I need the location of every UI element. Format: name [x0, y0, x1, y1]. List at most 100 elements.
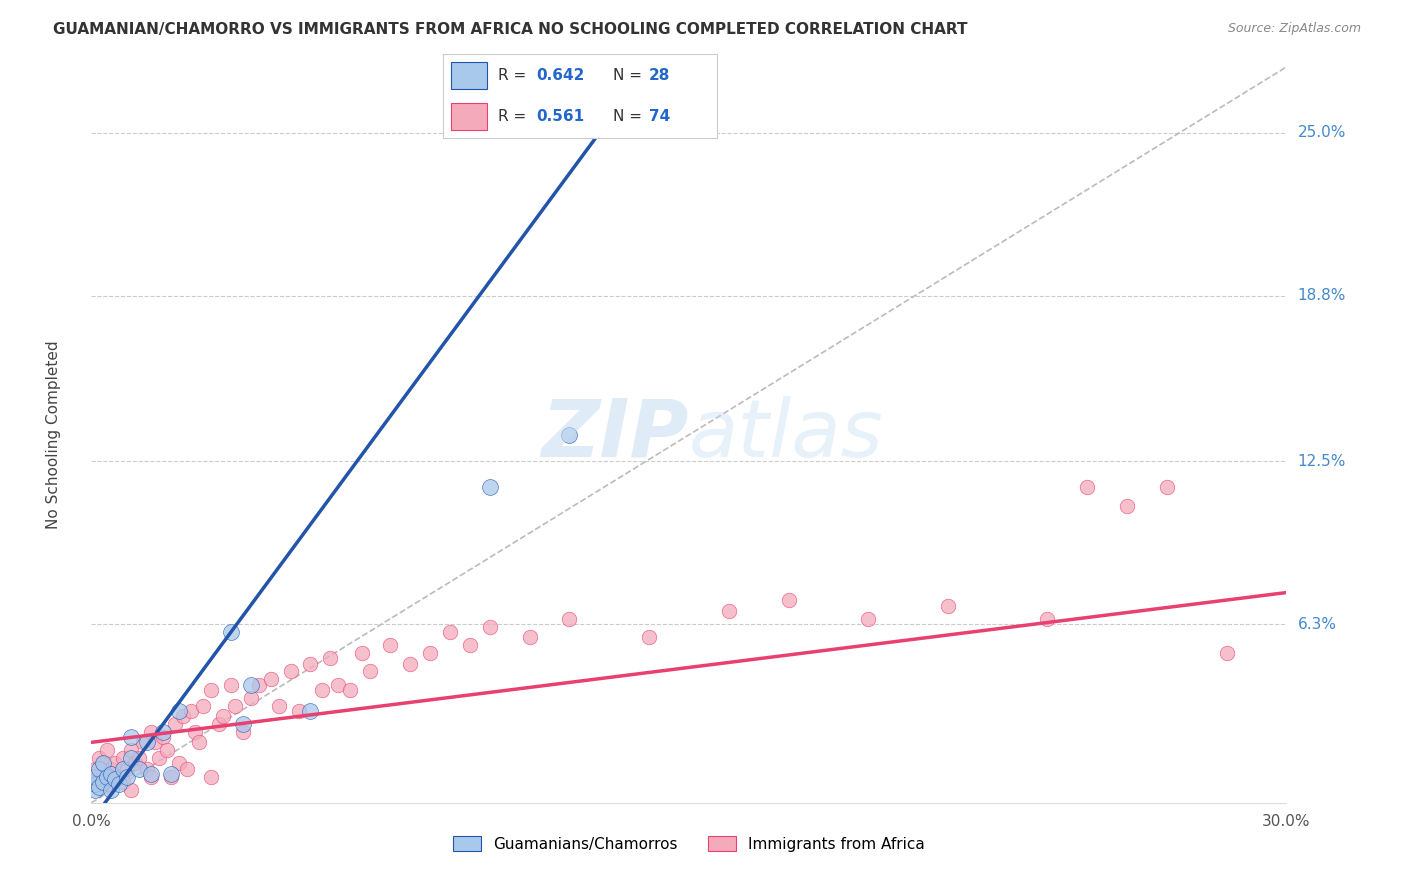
Point	[93, 770, 115, 784]
Point	[311, 682, 333, 697]
Point	[93, 756, 115, 771]
Point	[352, 646, 374, 660]
Point	[359, 665, 381, 679]
Text: R =: R =	[498, 109, 531, 124]
Text: 18.8%: 18.8%	[1298, 288, 1346, 303]
Point	[778, 593, 800, 607]
Point	[89, 780, 111, 794]
Point	[200, 770, 222, 784]
Point	[1215, 646, 1237, 660]
Point	[120, 743, 142, 757]
Point	[89, 751, 111, 765]
Text: 28: 28	[648, 68, 669, 83]
Text: N =: N =	[613, 68, 647, 83]
Point	[176, 762, 198, 776]
Point	[128, 762, 150, 776]
Point	[458, 638, 481, 652]
Point	[299, 657, 322, 671]
Point	[399, 657, 422, 671]
Point	[267, 698, 290, 713]
Point	[378, 638, 402, 652]
Text: 25.0%: 25.0%	[1298, 125, 1346, 140]
Point	[84, 777, 107, 791]
Bar	[451, 103, 486, 130]
Point	[112, 774, 135, 789]
Point	[1076, 480, 1098, 494]
Text: N =: N =	[613, 109, 647, 124]
Point	[89, 774, 111, 789]
Point	[519, 630, 541, 644]
Text: No Schooling Completed: No Schooling Completed	[45, 341, 60, 529]
Point	[124, 756, 146, 771]
Point	[717, 604, 740, 618]
Point	[115, 770, 138, 784]
Point	[160, 770, 183, 784]
Point	[89, 762, 111, 776]
Text: 12.5%: 12.5%	[1298, 454, 1346, 468]
Point	[172, 709, 194, 723]
Point	[108, 770, 131, 784]
Point	[84, 782, 107, 797]
Point	[287, 704, 309, 718]
Point	[84, 777, 107, 791]
Point	[259, 673, 281, 687]
Point	[200, 682, 222, 697]
Bar	[451, 62, 486, 89]
Point	[132, 735, 155, 749]
Point	[163, 717, 186, 731]
Point	[100, 767, 122, 781]
Text: atlas: atlas	[689, 396, 884, 474]
Point	[136, 735, 159, 749]
Point	[232, 724, 254, 739]
Point	[419, 646, 441, 660]
Point	[339, 682, 361, 697]
Point	[100, 782, 122, 797]
Legend: Guamanians/Chamorros, Immigrants from Africa: Guamanians/Chamorros, Immigrants from Af…	[447, 830, 931, 858]
Point	[112, 751, 135, 765]
Point	[191, 698, 214, 713]
Point	[100, 772, 122, 786]
Point	[136, 762, 159, 776]
Point	[232, 717, 254, 731]
Point	[219, 624, 242, 639]
Point	[96, 777, 118, 791]
Point	[96, 743, 118, 757]
Point	[211, 709, 233, 723]
Point	[152, 730, 174, 744]
Point	[100, 762, 122, 776]
Point	[856, 612, 880, 626]
Text: ZIP: ZIP	[541, 396, 689, 474]
Point	[84, 762, 107, 776]
Text: GUAMANIAN/CHAMORRO VS IMMIGRANTS FROM AFRICA NO SCHOOLING COMPLETED CORRELATION : GUAMANIAN/CHAMORRO VS IMMIGRANTS FROM AF…	[53, 22, 967, 37]
Point	[152, 724, 174, 739]
Point	[148, 751, 170, 765]
Point	[558, 612, 581, 626]
Point	[112, 762, 135, 776]
Point	[115, 762, 138, 776]
Point	[299, 704, 322, 718]
Point	[167, 704, 190, 718]
Text: 6.3%: 6.3%	[1298, 616, 1337, 632]
Point	[558, 427, 581, 442]
Point	[219, 677, 242, 691]
Point	[128, 751, 150, 765]
Point	[224, 698, 246, 713]
Point	[478, 480, 501, 494]
Point	[104, 772, 127, 786]
Point	[208, 717, 231, 731]
Point	[184, 724, 207, 739]
Point	[167, 756, 190, 771]
Point	[120, 782, 142, 797]
Point	[141, 767, 162, 781]
Point	[120, 751, 142, 765]
Point	[120, 730, 142, 744]
Point	[141, 770, 162, 784]
Point	[239, 677, 262, 691]
Point	[141, 724, 162, 739]
Text: 0.642: 0.642	[536, 68, 585, 83]
Point	[188, 735, 211, 749]
Point	[96, 770, 118, 784]
Point	[638, 630, 661, 644]
Point	[319, 651, 342, 665]
Point	[84, 770, 107, 784]
